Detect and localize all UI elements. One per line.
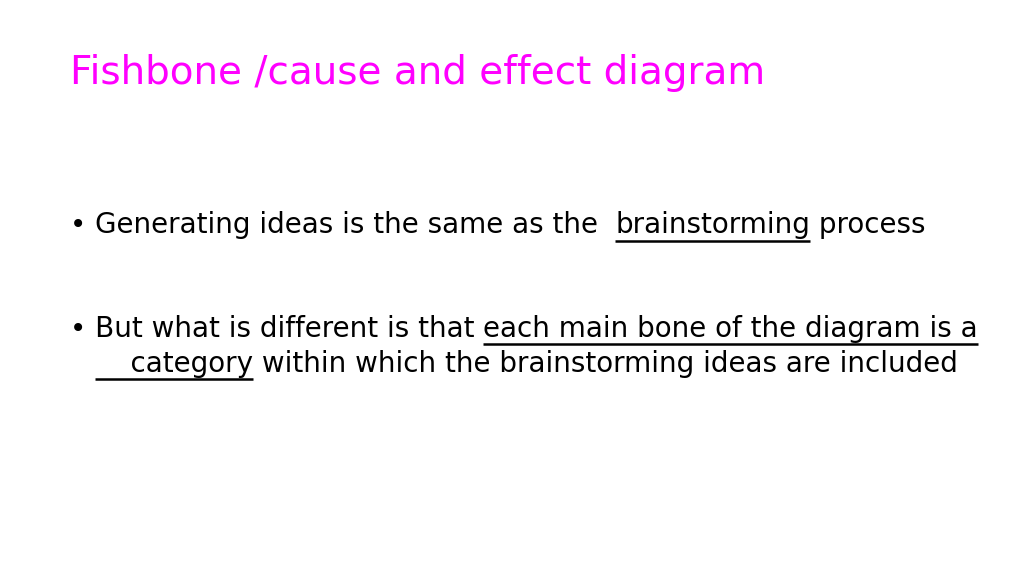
Text: Fishbone /cause and effect diagram: Fishbone /cause and effect diagram <box>70 54 765 92</box>
Text: within which the brainstorming ideas are included: within which the brainstorming ideas are… <box>253 350 957 378</box>
Text: process: process <box>810 211 926 239</box>
Text: each main bone of the diagram is a: each main bone of the diagram is a <box>483 315 978 343</box>
Text: • But what is different is that: • But what is different is that <box>70 315 483 343</box>
Text: • Generating ideas is the same as the: • Generating ideas is the same as the <box>70 211 615 239</box>
Text: category: category <box>95 350 253 378</box>
Text: brainstorming: brainstorming <box>615 211 810 239</box>
